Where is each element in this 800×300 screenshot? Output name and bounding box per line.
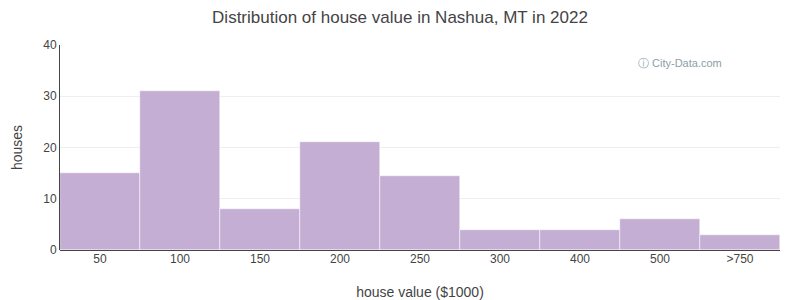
svg-text:400: 400	[570, 252, 590, 266]
svg-text:100: 100	[170, 252, 190, 266]
svg-text:300: 300	[490, 252, 510, 266]
svg-text:houses: houses	[9, 125, 25, 170]
svg-text:250: 250	[410, 252, 430, 266]
svg-text:ⓘ City-Data.com: ⓘ City-Data.com	[638, 57, 722, 69]
svg-text:10: 10	[43, 192, 57, 206]
svg-text:Distribution of house value in: Distribution of house value in Nashua, M…	[212, 8, 588, 27]
svg-text:500: 500	[650, 252, 670, 266]
svg-text:0: 0	[50, 243, 57, 257]
svg-text:>750: >750	[726, 252, 753, 266]
svg-text:200: 200	[330, 252, 350, 266]
svg-text:50: 50	[93, 252, 107, 266]
svg-text:40: 40	[43, 38, 57, 52]
svg-text:150: 150	[250, 252, 270, 266]
svg-text:30: 30	[43, 89, 57, 103]
svg-text:house value ($1000): house value ($1000)	[356, 284, 484, 300]
svg-text:20: 20	[43, 141, 57, 155]
